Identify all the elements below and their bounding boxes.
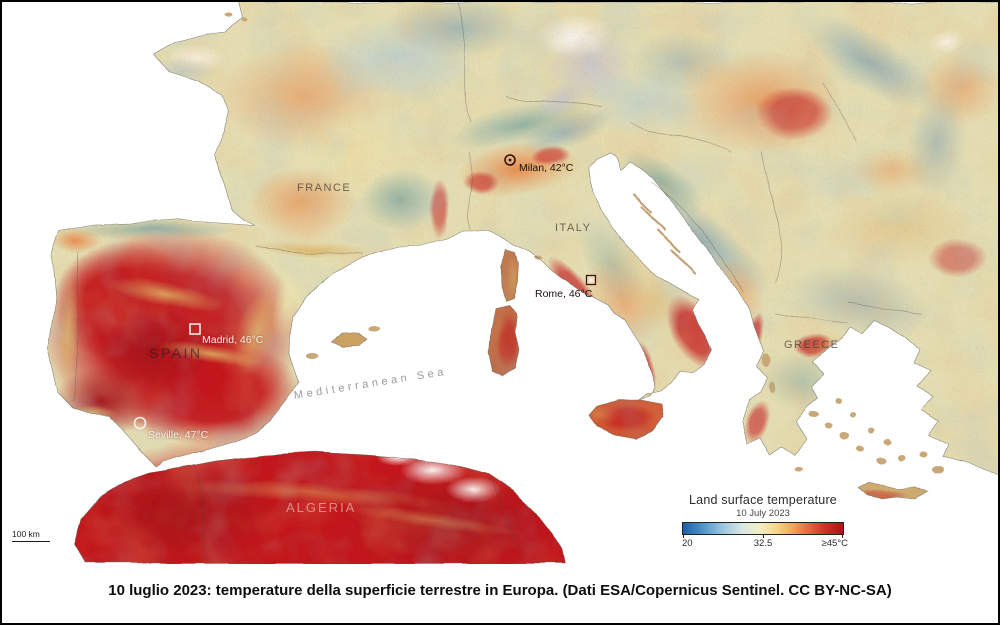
caption: 10 luglio 2023: temperature della superf… (108, 582, 892, 599)
country-label-greece: GREECE (784, 339, 840, 351)
city-label-milan: Milan, 42°C (519, 162, 574, 174)
seville-marker (133, 416, 147, 430)
legend-label-mid: 32.5 (753, 538, 773, 549)
legend-title: Land surface temperature (689, 493, 837, 507)
city-label-seville: Seville, 47°C (148, 429, 209, 441)
legend-tick-labels: 20 32.5 ≥45°C (682, 538, 848, 550)
legend-label-max: ≥45°C (821, 538, 848, 549)
dalmatian-islands (632, 192, 698, 277)
country-label-spain: SPAIN (149, 345, 203, 361)
country-borders (73, 2, 923, 563)
city-markers (133, 154, 597, 430)
legend-tick-mid (763, 535, 764, 538)
scale-bar: 100 km (12, 529, 50, 542)
milan-marker (504, 154, 516, 166)
legend-label-min: 20 (682, 538, 693, 549)
legend-tick-min (683, 535, 684, 538)
legend-date: 10 July 2023 (736, 508, 790, 519)
madrid-marker (189, 323, 201, 335)
terrain-art (47, 2, 998, 564)
scale-bar-label: 100 km (12, 529, 40, 539)
country-label-italy: ITALY (555, 222, 592, 234)
legend: Land surface temperature 10 July 2023 20… (678, 493, 848, 550)
scale-bar-line (12, 541, 50, 542)
legend-colorbar (682, 522, 844, 538)
city-label-madrid: Madrid, 46°C (202, 334, 264, 346)
europe-lst-map (47, 2, 998, 564)
legend-tick-max (842, 535, 843, 538)
temperature-patches (48, 2, 998, 564)
country-label-france: FRANCE (297, 182, 352, 194)
rome-marker (585, 274, 597, 286)
city-label-rome: Rome, 46°C (535, 288, 593, 300)
country-label-algeria: ALGERIA (286, 500, 357, 515)
